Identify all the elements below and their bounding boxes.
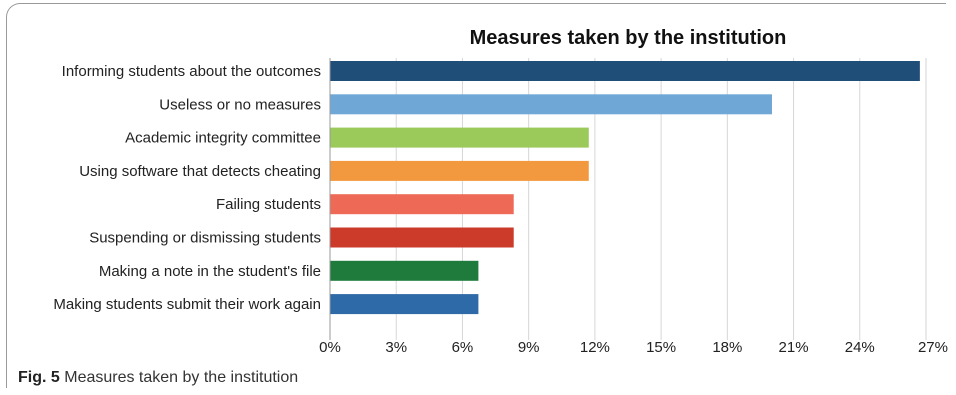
figure-caption: Fig. 5 Measures taken by the institution (18, 369, 298, 387)
bar (330, 127, 589, 148)
bar-chart: Measures taken by the institution Inform… (53, 27, 948, 356)
x-tick-label: 27% (918, 339, 948, 356)
x-tick-label: 15% (646, 339, 676, 356)
category-labels: Informing students about the outcomes Use… (53, 63, 321, 313)
bar (330, 294, 479, 315)
category-label: Informing students about the outcomes (62, 63, 321, 80)
category-label: Failing students (216, 196, 321, 213)
category-label: Making a note in the student's file (99, 263, 321, 280)
bar (330, 61, 920, 81)
x-tick-label: 3% (385, 339, 407, 356)
bar (330, 94, 772, 115)
x-tick-label: 9% (518, 339, 540, 356)
x-tick-label: 6% (452, 339, 474, 356)
category-label: Suspending or dismissing students (89, 230, 321, 247)
bar (330, 194, 514, 215)
bar (330, 227, 514, 248)
x-tick-label: 24% (845, 339, 875, 356)
bars (330, 61, 920, 315)
caption-text: Measures taken by the institution (64, 369, 299, 386)
category-label: Academic integrity committee (125, 130, 321, 147)
bar (330, 260, 479, 281)
category-label: Making students submit their work again (53, 296, 321, 313)
bar (330, 160, 589, 181)
x-tick-labels: 0% 3% 6% 9% 12% 15% 18% 21% 24% 27% (319, 339, 948, 356)
x-tick-label: 12% (580, 339, 610, 356)
figure-frame (6, 3, 946, 388)
x-tick-label: 18% (712, 339, 742, 356)
chart-title: Measures taken by the institution (470, 27, 787, 49)
category-label: Useless or no measures (159, 96, 321, 113)
caption-label: Fig. 5 (18, 369, 60, 386)
category-label: Using software that detects cheating (79, 163, 321, 180)
x-tick-label: 21% (779, 339, 809, 356)
x-tick-label: 0% (319, 339, 341, 356)
